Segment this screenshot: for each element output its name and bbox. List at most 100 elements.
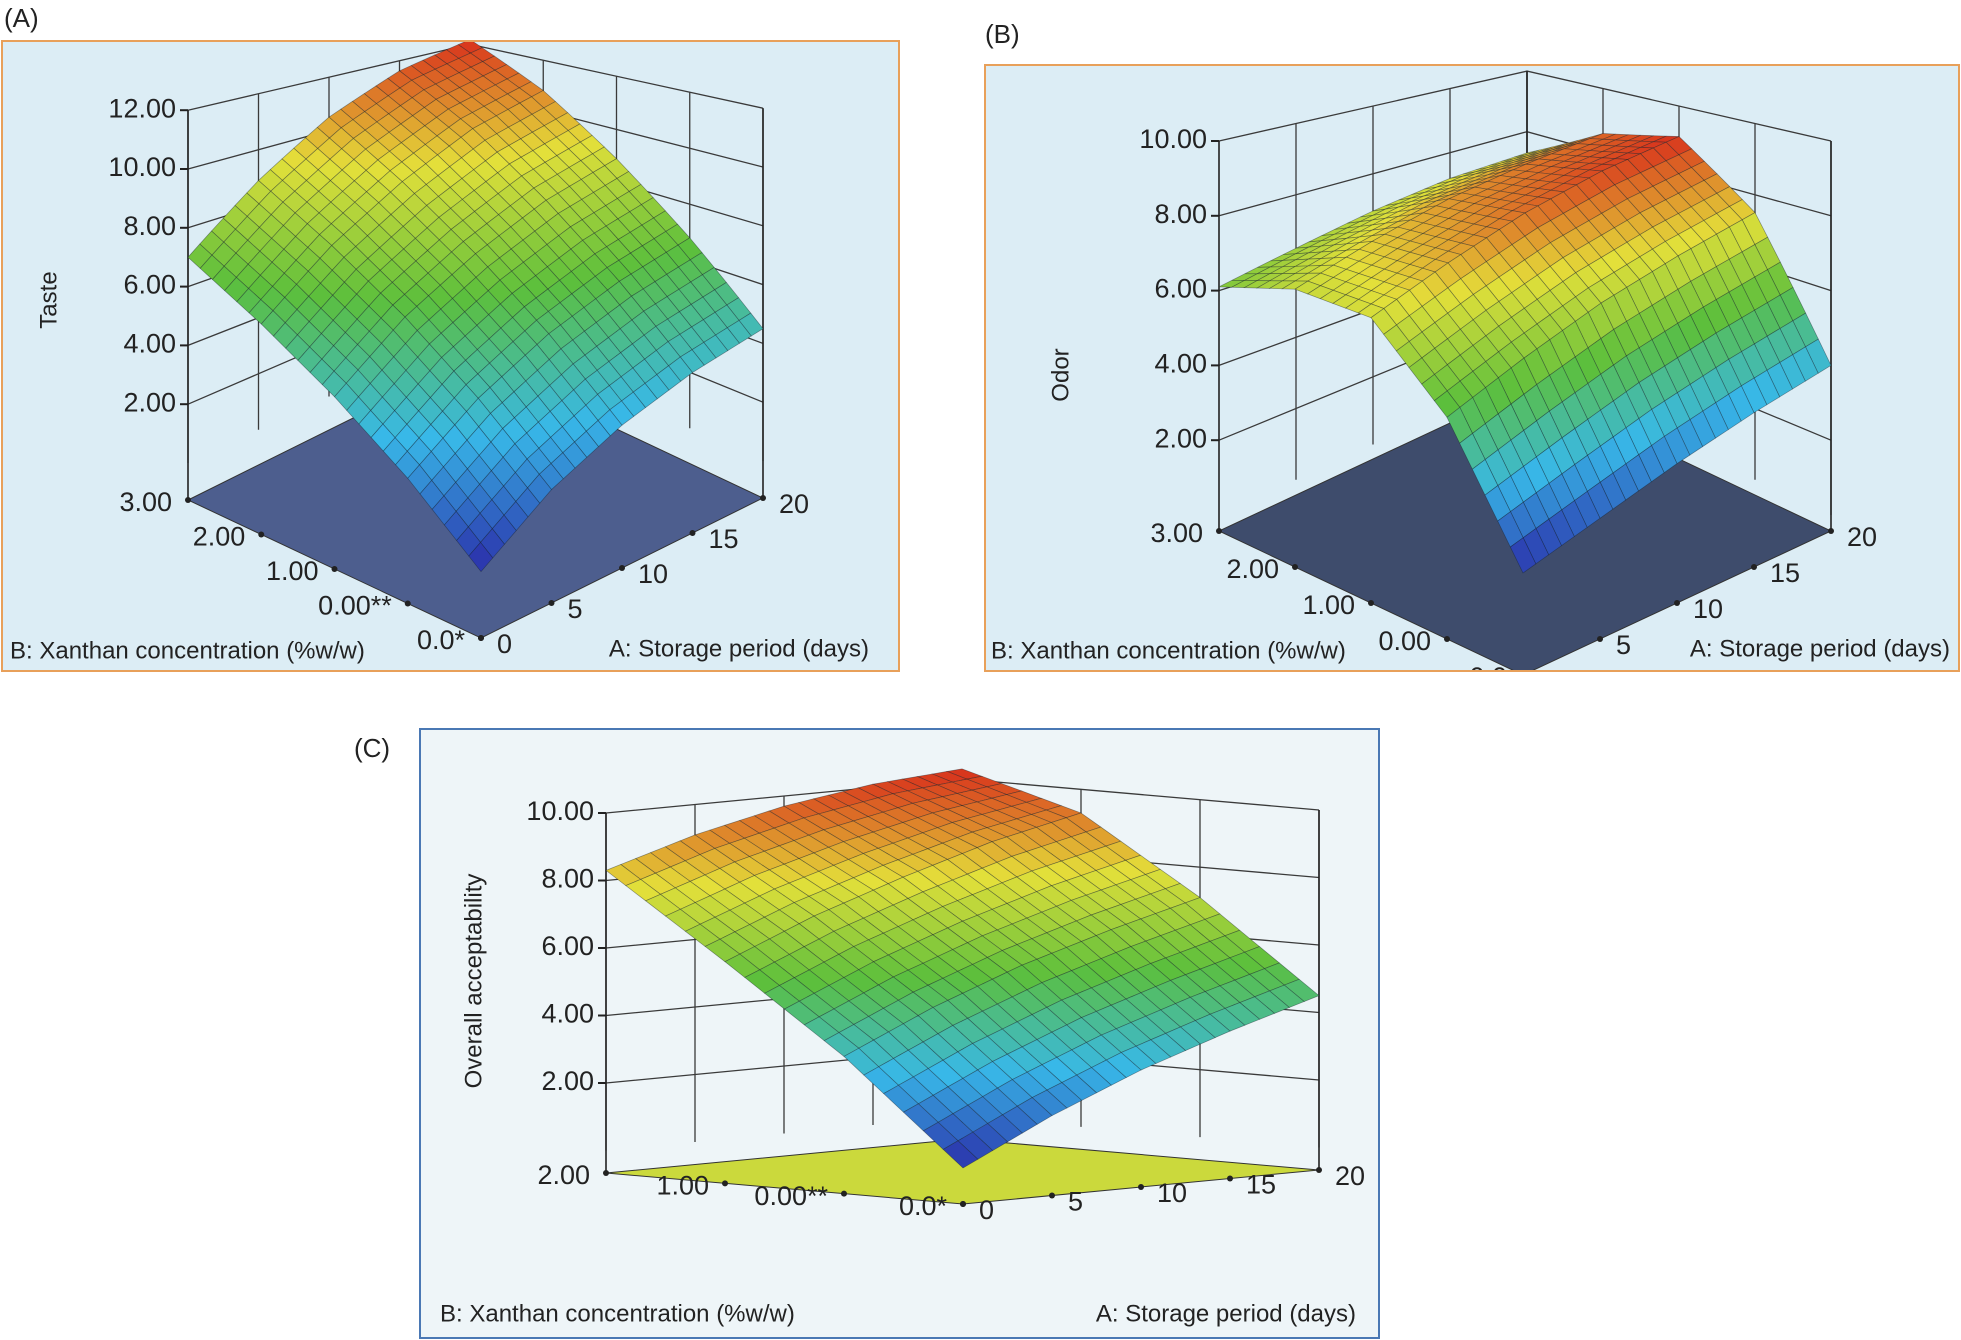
- surface-cell: [1334, 226, 1360, 235]
- surface-cell: [1461, 181, 1488, 190]
- surface-cell: [606, 280, 632, 306]
- y-axis-title: B: Xanthan concentration (%w/w): [440, 1300, 795, 1327]
- surface-cell: [574, 430, 599, 458]
- surface-cell: [1471, 458, 1499, 496]
- surface-cell: [1398, 195, 1425, 204]
- tick-dot: [1674, 600, 1680, 606]
- surface-cell: [641, 217, 667, 240]
- surface-cell: [701, 266, 727, 291]
- y-tick-label: 0.0: [1469, 662, 1507, 692]
- surface-cell: [1410, 197, 1437, 206]
- surface-cell: [585, 419, 611, 448]
- surface-cell: [524, 343, 550, 371]
- surface-cell: [1446, 406, 1473, 444]
- z-tick-label: 10.00: [108, 152, 176, 182]
- surface-cell: [584, 345, 610, 371]
- surface-cell: [499, 270, 525, 294]
- surface-cell: [1599, 472, 1627, 510]
- surface-cell: [1282, 252, 1309, 261]
- surface-cell: [452, 311, 478, 337]
- surface-cell: [498, 205, 524, 228]
- surface-cell: [521, 187, 547, 210]
- surface-cell: [224, 276, 250, 303]
- surface-cell: [1319, 289, 1347, 304]
- panel: 2.00 4.00 6.00 8.00 10.00 0.0* 0.00** 1.00 2.00 0…: [420, 729, 1379, 1338]
- surface-cell: [653, 251, 679, 275]
- surface-cell: [625, 878, 662, 902]
- surface-cell: [543, 118, 569, 138]
- surface-cell: [967, 1010, 1003, 1037]
- surface-cell: [744, 969, 781, 994]
- y-tick-label: 2.00: [537, 1160, 590, 1190]
- surface-cell: [1462, 167, 1489, 175]
- surface-cell: [428, 332, 454, 359]
- surface-cell: [506, 87, 533, 104]
- surface-cell: [606, 259, 632, 282]
- surface-cell: [1500, 163, 1527, 173]
- z-tick-label: 10.00: [526, 796, 594, 826]
- surface-cell: [530, 90, 557, 109]
- surface-cell: [618, 273, 644, 297]
- surface-cell: [583, 321, 609, 347]
- surface-cell: [1295, 258, 1322, 267]
- surface-cell: [621, 391, 646, 417]
- x-tick-label: 20: [779, 489, 809, 519]
- surface-cell: [668, 356, 693, 382]
- surface-cell: [545, 192, 571, 214]
- surface-cell: [1306, 264, 1335, 274]
- surface-cell: [643, 325, 669, 351]
- surface-cell: [464, 324, 490, 351]
- surface-cell: [506, 72, 532, 89]
- surface-cell: [546, 257, 572, 281]
- surface-cell: [644, 893, 682, 917]
- surface-cell: [1295, 240, 1322, 249]
- tick-dot: [1227, 1175, 1233, 1182]
- surface-cell: [536, 310, 562, 335]
- y-tick-label: 0.0*: [899, 1191, 948, 1221]
- surface-cell: [522, 252, 548, 277]
- tick-dot: [689, 530, 696, 536]
- surface-cell: [1397, 207, 1424, 217]
- surface-cell: [561, 415, 587, 443]
- surface-cell: [691, 341, 717, 366]
- surface-cell: [641, 238, 667, 261]
- surface-cell: [1564, 149, 1590, 157]
- surface-cell: [1321, 237, 1347, 247]
- surface-cell: [942, 1140, 979, 1169]
- surface-cell: [642, 281, 668, 305]
- y-tick-label: 3.00: [119, 487, 172, 517]
- surface-cell: [1346, 241, 1373, 251]
- surface-cell: [495, 93, 521, 110]
- surface-cell: [823, 1032, 860, 1057]
- surface-cell: [1522, 527, 1550, 565]
- surface-cell: [456, 526, 481, 557]
- surface-cell: [515, 487, 541, 518]
- surface-cell: [1449, 180, 1476, 189]
- surface-cell: [1638, 445, 1665, 483]
- surface-cell: [441, 346, 467, 372]
- surface-cell: [1792, 346, 1819, 382]
- z-tick-label: 4.00: [541, 999, 594, 1029]
- surface-cell: [520, 131, 546, 151]
- surface-cell: [1410, 200, 1437, 211]
- tick-dot: [548, 600, 555, 606]
- surface-cell: [548, 324, 574, 350]
- surface-cell: [524, 319, 550, 345]
- surface-cell: [1539, 143, 1566, 152]
- surface-cell: [593, 225, 619, 248]
- tick-dot: [603, 1170, 609, 1176]
- surface-cell: [475, 290, 501, 316]
- surface-cell: [608, 352, 634, 378]
- surface-cell: [629, 204, 655, 226]
- surface-cell: [1255, 280, 1284, 289]
- x-axis-title: A: Storage period (days): [1096, 1300, 1356, 1327]
- surface-cell: [514, 458, 540, 489]
- surface-cell: [1488, 160, 1514, 168]
- surface-cell: [1295, 245, 1322, 255]
- tick-dot: [185, 497, 191, 503]
- surface-cell: [211, 265, 237, 292]
- tick-dot: [1520, 672, 1526, 678]
- z-tick-label: 6.00: [1154, 274, 1207, 304]
- y-tick-label: 0.0*: [417, 625, 466, 655]
